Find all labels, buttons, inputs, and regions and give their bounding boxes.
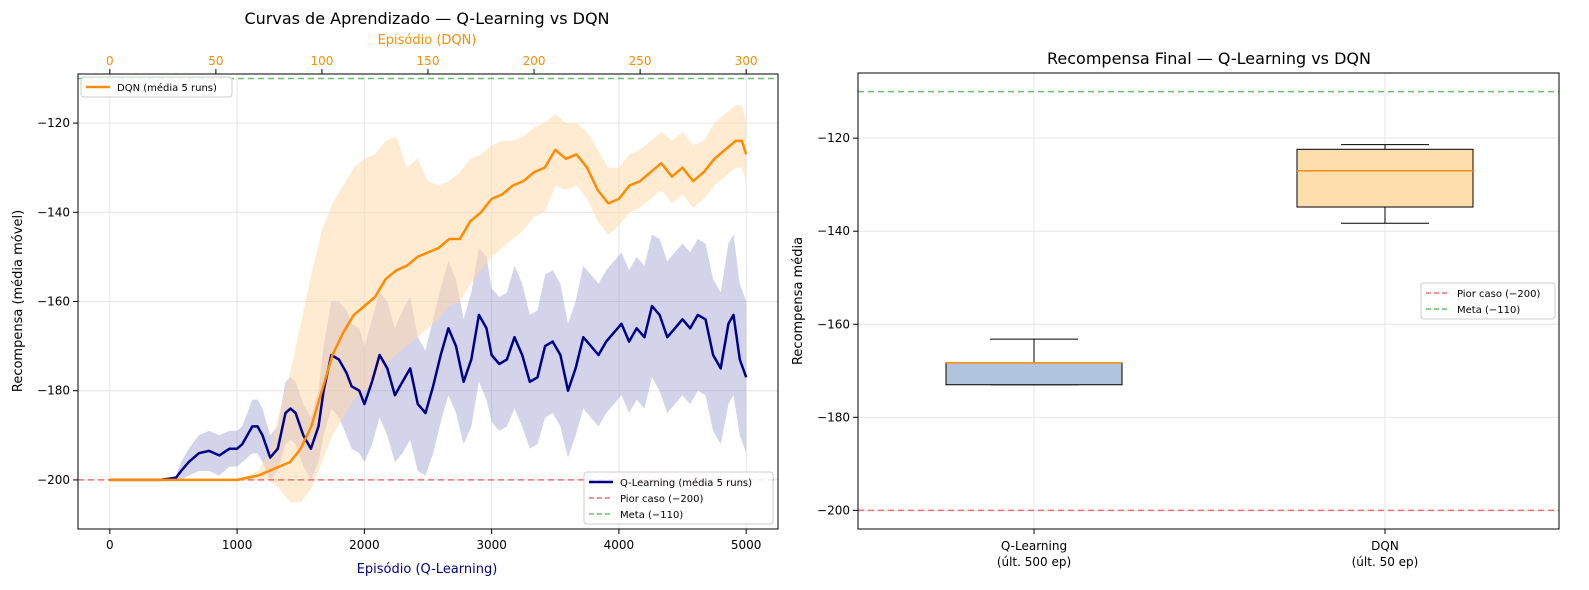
qlearning-std-band: [109, 234, 747, 480]
legend-worst-label: Pior caso (−200): [620, 494, 703, 505]
x-tick-label-line1: DQN: [1371, 539, 1399, 553]
x-tick-label: 4000: [604, 538, 635, 552]
top-x-tick-label: 50: [208, 54, 223, 68]
left-chart-top-x-label: Episódio (DQN): [378, 33, 477, 48]
left-chart-legend-bottom: Q-Learning (média 5 runs) Pior caso (−20…: [583, 471, 774, 525]
left-chart-y-label: Recompensa (média móvel): [11, 210, 26, 392]
left-chart-bands: [109, 105, 747, 503]
y-tick-label: −120: [817, 131, 850, 145]
legend-bottom-box: [583, 471, 774, 525]
x-tick-label-line1: Q-Learning: [1001, 539, 1067, 553]
x-tick-label: 5000: [731, 538, 762, 552]
x-tick-label-line2: (últ. 50 ep): [1352, 555, 1419, 569]
x-tick-label: 3000: [476, 538, 507, 552]
y-tick-label: −160: [817, 317, 850, 331]
top-x-tick-label: 0: [106, 54, 114, 68]
right-chart-reference-lines: [858, 90, 1559, 512]
y-tick-label: −200: [37, 473, 70, 487]
left-chart-x-ticks: 0 1000 2000 3000 4000 5000: [106, 529, 761, 552]
qlearning-mean-line: [109, 304, 748, 482]
top-x-tick-label: 250: [629, 54, 652, 68]
top-x-tick-label: 150: [417, 54, 440, 68]
learning-curves-chart: Curvas de Aprendizado — Q-Learning vs DQ…: [11, 9, 779, 577]
legend-dqn-label: DQN (média 5 runs): [117, 82, 217, 94]
right-chart-legend: Pior caso (−200) Meta (−110): [1420, 282, 1556, 320]
x-tick-label: 1000: [222, 538, 253, 552]
qlearning-box: [945, 362, 1123, 386]
right-chart-title: Recompensa Final — Q-Learning vs DQN: [1047, 49, 1371, 68]
y-tick-label: −180: [817, 410, 850, 424]
x-tick-label-line2: (últ. 500 ep): [997, 555, 1071, 569]
right-chart-y-ticks: −120 −140 −160 −180 −200: [817, 131, 858, 517]
dqn-mean-line: [109, 139, 748, 482]
y-tick-label: −160: [37, 295, 70, 309]
legend-ql-label: Q-Learning (média 5 runs): [620, 477, 752, 489]
right-chart-frame: [857, 72, 1560, 530]
x-tick-label: 0: [106, 538, 114, 552]
right-chart-boxes: [945, 144, 1474, 386]
top-x-tick-label: 300: [735, 54, 758, 68]
legend-goal-label: Meta (−110): [620, 510, 683, 521]
right-chart-x-ticks: Q-Learning (últ. 500 ep) DQN (últ. 50 ep): [997, 529, 1419, 569]
y-tick-label: −140: [37, 205, 70, 219]
legend-top-box: [80, 76, 233, 98]
right-chart-y-label: Recompensa média: [791, 237, 806, 365]
dqn-box: [1296, 148, 1474, 208]
left-chart-top-x-ticks: 0 50 100 150 200 250 300: [106, 54, 758, 74]
left-chart-series-lines: [109, 139, 748, 482]
dqn-std-band: [109, 105, 747, 503]
top-x-tick-label: 100: [310, 54, 333, 68]
y-tick-label: −200: [817, 503, 850, 517]
top-x-tick-label: 200: [523, 54, 546, 68]
left-chart-x-label: Episódio (Q-Learning): [357, 562, 498, 577]
y-tick-label: −180: [37, 384, 70, 398]
y-tick-label: −120: [37, 116, 70, 130]
right-legend-goal-label: Meta (−110): [1457, 305, 1520, 316]
left-chart-title: Curvas de Aprendizado — Q-Learning vs DQ…: [244, 9, 609, 28]
final-reward-chart: Recompensa Final — Q-Learning vs DQN −12…: [791, 49, 1560, 569]
right-legend-worst-label: Pior caso (−200): [1457, 289, 1540, 300]
right-legend-box: [1420, 282, 1556, 320]
left-chart-legend-top: DQN (média 5 runs): [80, 76, 233, 98]
x-tick-label: 2000: [349, 538, 380, 552]
left-chart-y-ticks: −120 −140 −160 −180 −200: [37, 116, 78, 487]
y-tick-label: −140: [817, 224, 850, 238]
